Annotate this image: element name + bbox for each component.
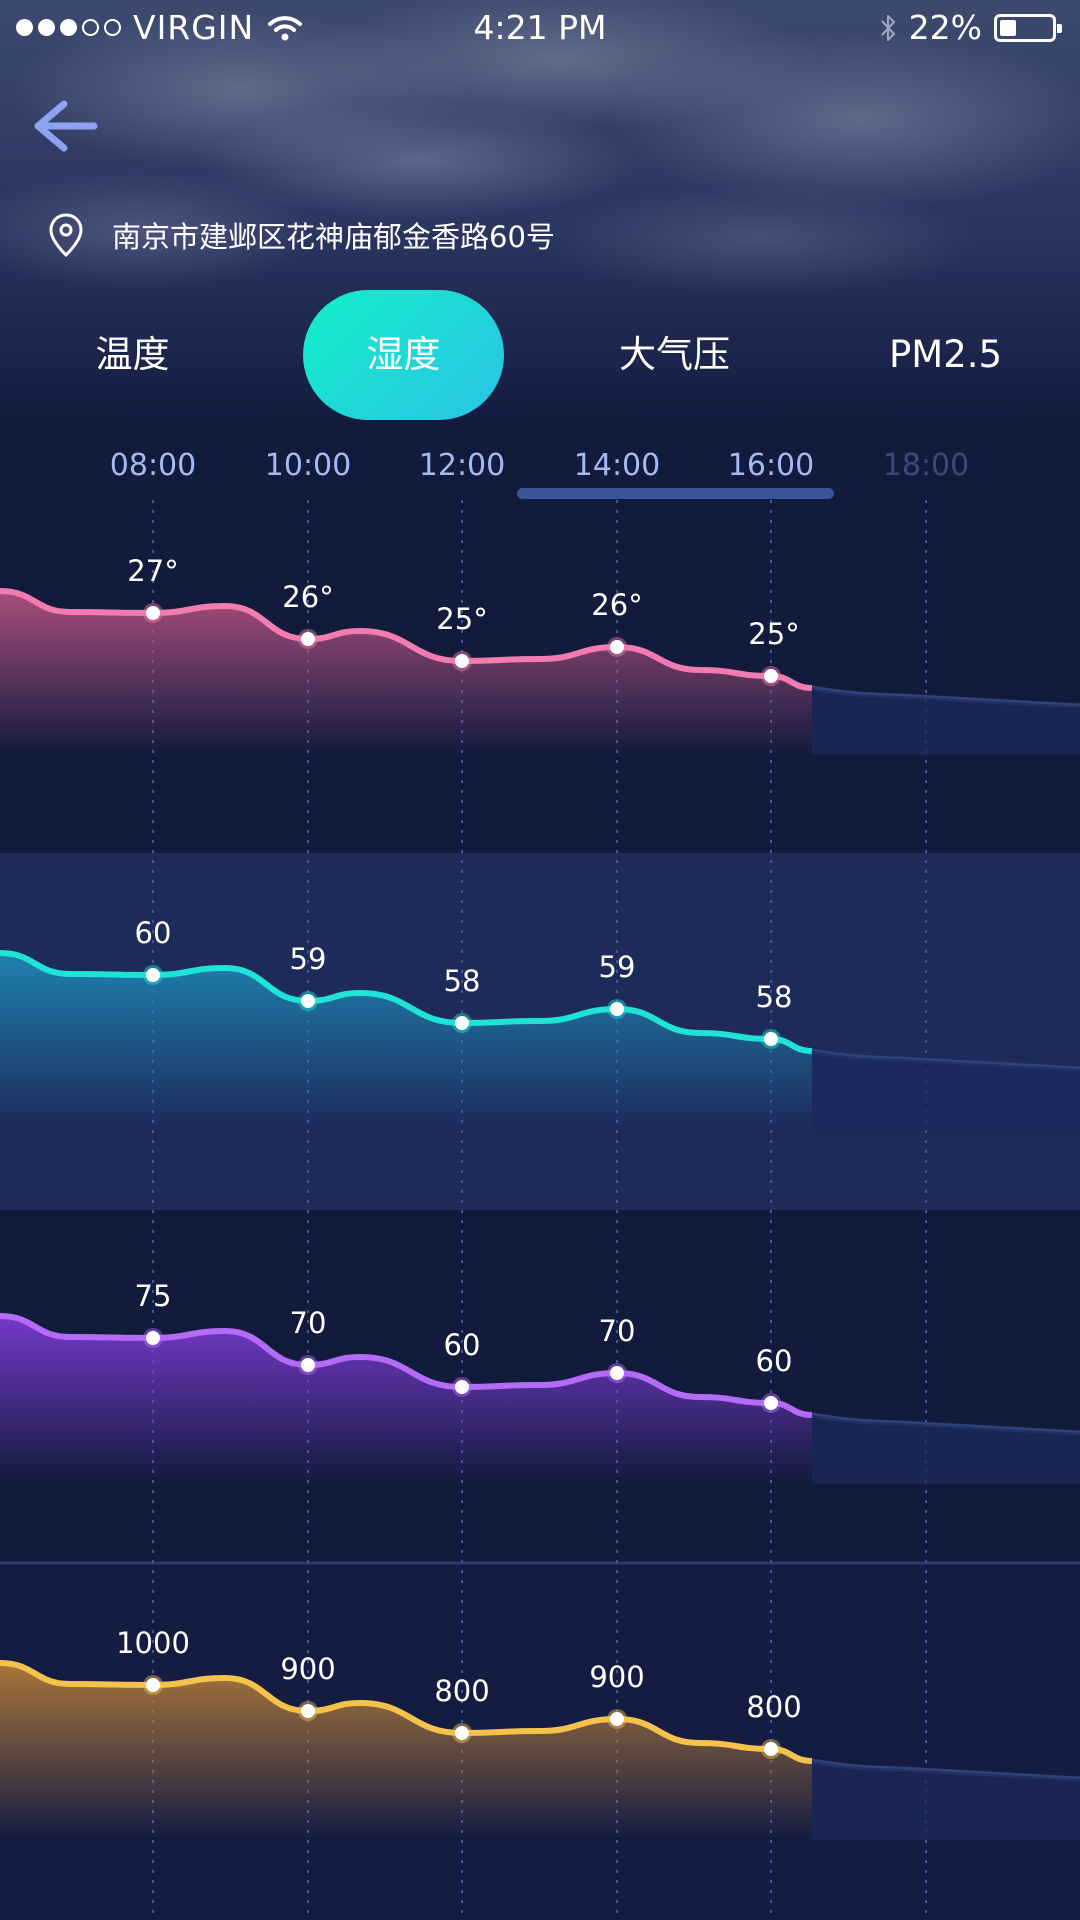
data-point[interactable] <box>455 654 469 668</box>
time-label[interactable]: 10:00 <box>265 448 351 483</box>
series-line <box>0 950 813 1054</box>
carrier-name: VIRGIN <box>133 8 255 47</box>
data-point[interactable] <box>455 1016 469 1030</box>
metric-tabs: 温度 湿度 大气压 PM2.5 <box>0 290 1080 420</box>
data-point[interactable] <box>764 1742 778 1756</box>
data-label: 58 <box>756 980 793 1014</box>
time-label[interactable]: 18:00 <box>883 448 969 483</box>
series-area-fill <box>0 1663 812 1841</box>
data-label: 25° <box>748 617 799 651</box>
signal-dot <box>104 19 121 36</box>
wifi-icon <box>268 15 303 40</box>
signal-dot <box>38 19 55 36</box>
forecast-area <box>812 1051 1080 1131</box>
map-pin-icon <box>49 213 83 258</box>
data-point[interactable] <box>610 640 624 654</box>
data-label: 27° <box>127 554 178 588</box>
signal-dot <box>60 19 77 36</box>
status-time: 4:21 PM <box>473 8 607 47</box>
data-label: 70 <box>290 1306 327 1340</box>
battery-level <box>1000 19 1016 36</box>
battery-percent: 22% <box>908 8 982 47</box>
data-label: 1000 <box>116 1626 190 1660</box>
data-point[interactable] <box>301 632 315 646</box>
cloudy-sky-background <box>0 0 1080 420</box>
data-point[interactable] <box>301 1704 315 1718</box>
forecast-area <box>812 688 1080 755</box>
bluetooth-icon <box>880 14 895 41</box>
data-label: 60 <box>135 916 172 950</box>
data-point[interactable] <box>764 1396 778 1410</box>
data-label: 26° <box>591 588 642 622</box>
data-label: 59 <box>599 950 636 984</box>
data-point[interactable] <box>610 1366 624 1380</box>
time-label[interactable]: 16:00 <box>728 448 814 483</box>
data-point[interactable] <box>455 1380 469 1394</box>
data-point[interactable] <box>146 968 160 982</box>
data-point[interactable] <box>455 1726 469 1740</box>
data-label: 25° <box>436 602 487 636</box>
data-label: 75 <box>135 1279 172 1313</box>
forecast-area <box>812 1761 1080 1841</box>
forecast-area <box>812 1415 1080 1485</box>
data-point[interactable] <box>146 606 160 620</box>
data-label: 60 <box>756 1344 793 1378</box>
tab-humidity[interactable]: 湿度 <box>303 290 504 420</box>
data-point[interactable] <box>146 1678 160 1692</box>
time-label[interactable]: 14:00 <box>574 448 660 483</box>
data-point[interactable] <box>610 1002 624 1016</box>
tab-pressure[interactable]: 大气压 <box>619 333 730 376</box>
series-line <box>0 1313 813 1418</box>
location-address: 南京市建邺区花神庙郁金香路60号 <box>112 220 555 254</box>
data-point[interactable] <box>301 994 315 1008</box>
series-area-fill <box>0 953 812 1131</box>
battery-icon <box>994 13 1062 42</box>
back-arrow-icon[interactable] <box>28 96 98 156</box>
data-label: 800 <box>434 1674 489 1708</box>
data-label: 900 <box>280 1652 335 1686</box>
data-label: 59 <box>290 942 327 976</box>
signal-dot <box>82 19 99 36</box>
time-range-indicator[interactable] <box>517 488 834 499</box>
signal-dot <box>16 19 33 36</box>
series-line <box>0 1660 813 1764</box>
data-point[interactable] <box>301 1358 315 1372</box>
location-row: 南京市建邺区花神庙郁金香路60号 <box>48 212 555 258</box>
data-label: 800 <box>746 1690 801 1724</box>
data-point[interactable] <box>764 669 778 683</box>
tab-pm25[interactable]: PM2.5 <box>888 333 1003 376</box>
status-bar: VIRGIN 4:21 PM 22% <box>0 0 1080 56</box>
series-area-fill <box>0 591 812 755</box>
data-point[interactable] <box>146 1331 160 1345</box>
tab-temperature[interactable]: 温度 <box>95 333 170 376</box>
data-label: 900 <box>589 1660 644 1694</box>
data-label: 26° <box>282 580 333 614</box>
time-label[interactable]: 08:00 <box>110 448 196 483</box>
time-label[interactable]: 12:00 <box>419 448 505 483</box>
data-label: 70 <box>599 1314 636 1348</box>
data-point[interactable] <box>764 1032 778 1046</box>
signal-strength-icon <box>16 19 121 36</box>
series-area-fill <box>0 1316 812 1485</box>
series-line <box>0 588 813 691</box>
data-label: 58 <box>444 964 481 998</box>
data-point[interactable] <box>610 1712 624 1726</box>
data-label: 60 <box>444 1328 481 1362</box>
